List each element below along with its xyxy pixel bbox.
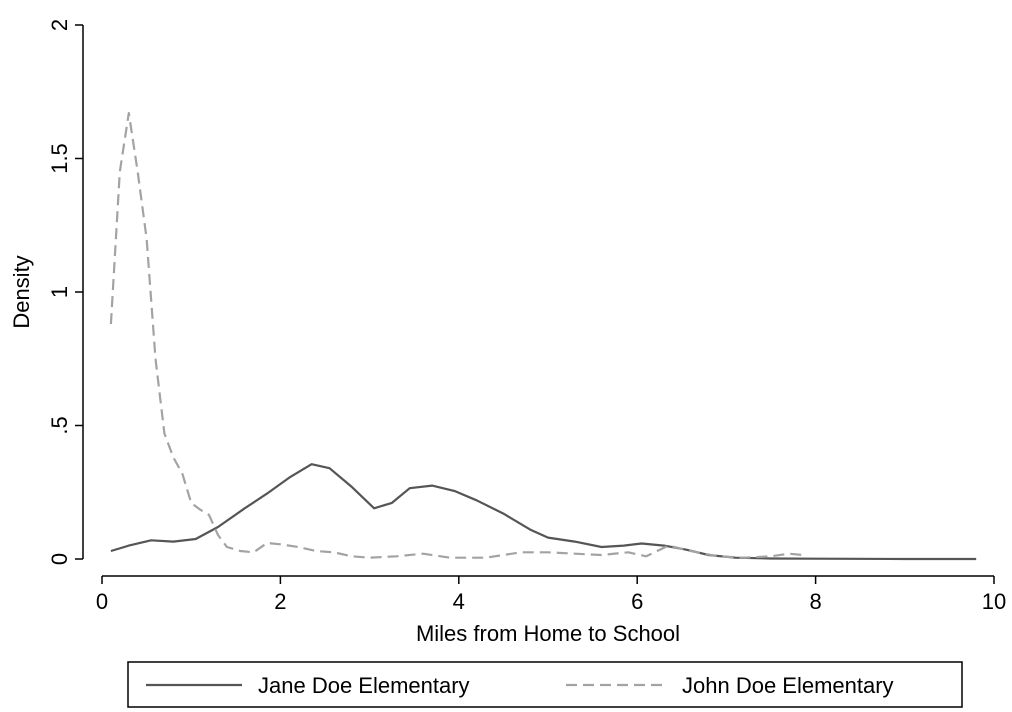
x-axis-title: Miles from Home to School [416, 621, 680, 646]
x-tick-label: 8 [809, 589, 821, 614]
x-tick-label: 4 [453, 589, 465, 614]
series-line-john-doe-elementary [109, 112, 803, 559]
y-tick-label: 1 [47, 286, 72, 298]
x-axis-ticks: 0 2 4 6 8 10 [96, 576, 1006, 614]
y-tick-label: .5 [47, 416, 72, 434]
y-tick-label: 1.5 [47, 143, 72, 174]
x-tick-label: 6 [631, 589, 643, 614]
y-tick-label: 0 [47, 553, 72, 565]
legend: Jane Doe Elementary John Doe Elementary [127, 661, 963, 708]
legend-label: Jane Doe Elementary [258, 673, 470, 698]
x-tick-label: 2 [274, 589, 286, 614]
series-layer [109, 112, 977, 561]
plot-area: 0 .5 1 1.5 2 0 2 4 6 8 10 [47, 19, 1006, 614]
y-axis-title: Density [9, 255, 34, 328]
legend-label: John Doe Elementary [682, 673, 894, 698]
x-tick-label: 10 [982, 589, 1006, 614]
legend-box [127, 661, 963, 708]
series-line-jane-doe-elementary [110, 463, 977, 561]
x-tick-label: 0 [96, 589, 108, 614]
y-axis-ticks: 0 .5 1 1.5 2 [47, 19, 83, 565]
y-tick-label: 2 [47, 19, 72, 31]
